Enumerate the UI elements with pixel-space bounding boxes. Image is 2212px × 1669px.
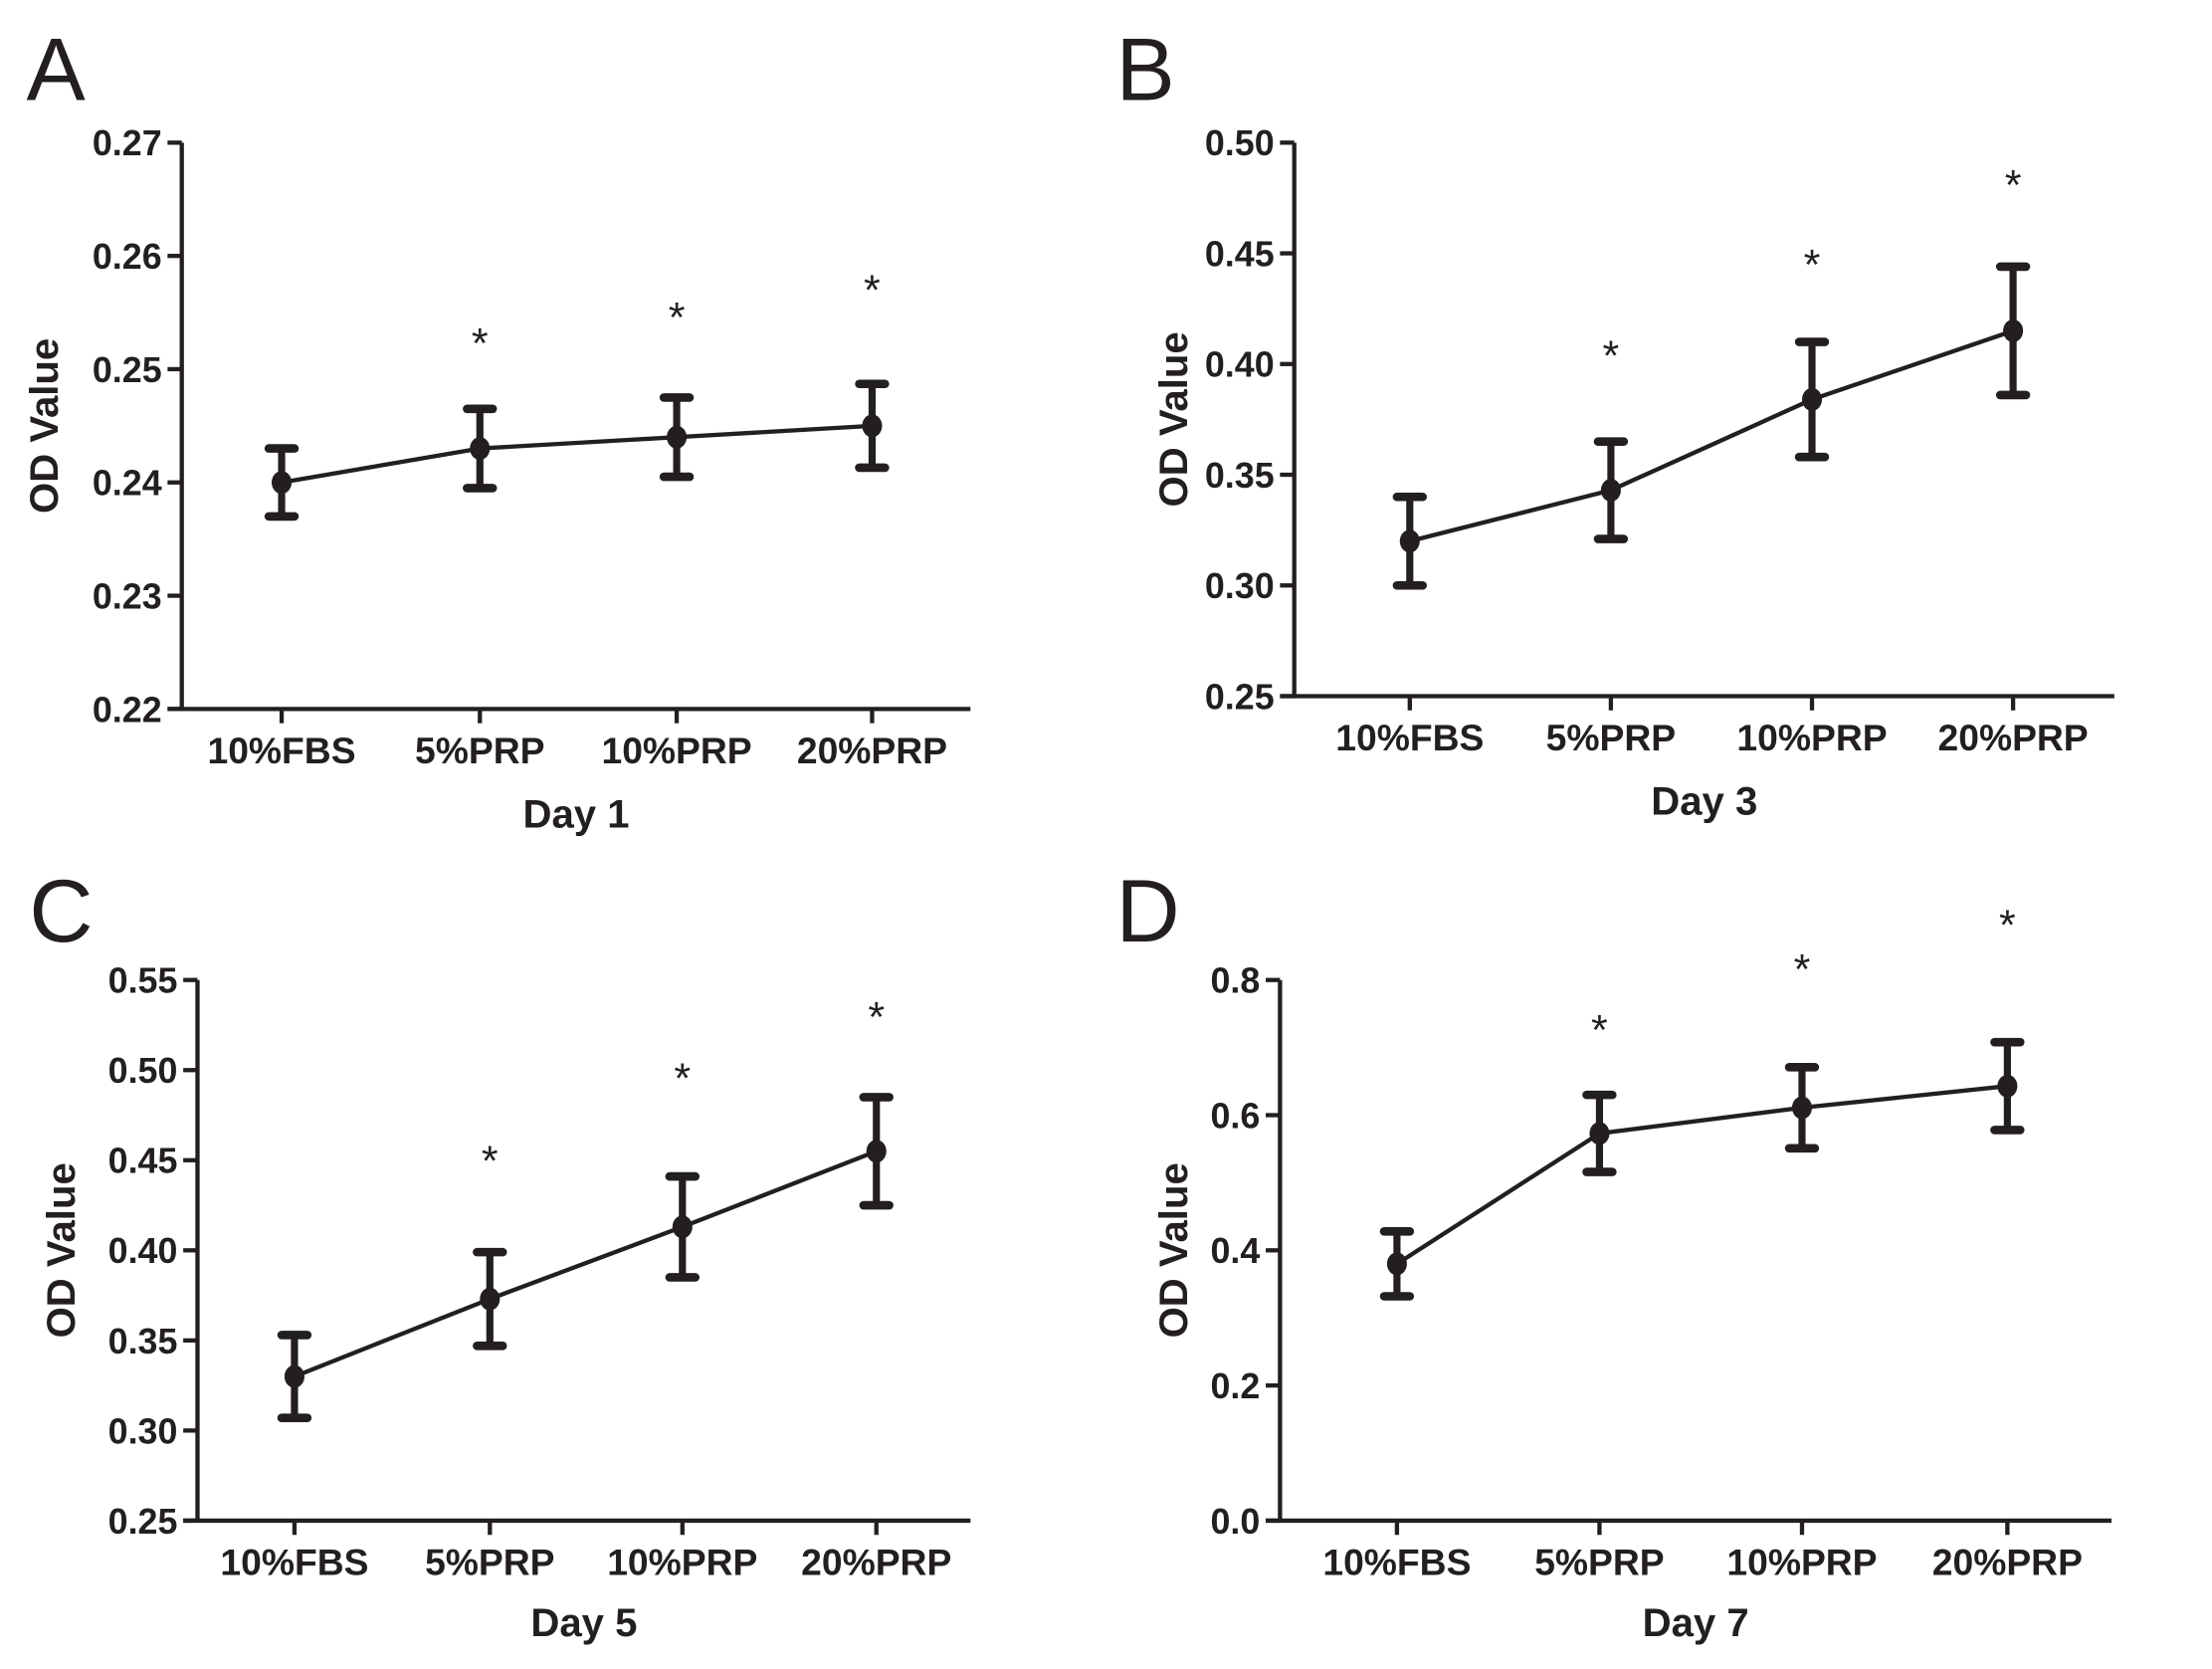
data-point <box>2003 318 2024 342</box>
significance-marker: * <box>2005 162 2022 210</box>
y-tick-label: 0.8 <box>1210 961 1260 1001</box>
series-line <box>1395 1084 2008 1266</box>
y-tick-label: 0.27 <box>93 123 162 163</box>
significance-marker: * <box>864 267 881 314</box>
y-axis-label: OD Value <box>1151 1162 1196 1338</box>
data-point <box>1600 479 1621 503</box>
x-tick-label: 5%PRP <box>1546 717 1676 758</box>
data-point <box>672 1215 693 1239</box>
x-axis-label: Day 1 <box>522 791 629 836</box>
x-tick-label: 20%PRP <box>801 1541 951 1582</box>
x-tick-label: 20%PRP <box>1938 717 2089 758</box>
panel-d: D 0.0 0.2 0.4 0.6 0.8 OD Value Day 7 10%FBS 5%PRP… <box>1116 862 2111 1645</box>
significance-marker: * <box>1591 1006 1608 1054</box>
y-tick-label: 0.26 <box>93 237 162 277</box>
panel-b: B 0.25 0.30 0.35 0.40 0.45 0.50 OD Value Day 3 10… <box>1116 20 2114 823</box>
significance-marker: * <box>482 1138 499 1185</box>
x-tick-label: 5%PRP <box>415 730 544 771</box>
x-tick-label: 10%PRP <box>1736 717 1887 758</box>
y-tick-label: 0.40 <box>108 1231 178 1271</box>
x-tick-label: 10%PRP <box>601 730 751 771</box>
significance-marker: * <box>1603 332 1620 380</box>
data-point <box>272 471 293 495</box>
x-axis-label: Day 3 <box>1651 778 1757 823</box>
x-tick-label: 5%PRP <box>425 1541 554 1582</box>
y-tick-label: 0.25 <box>93 350 162 390</box>
y-tick-label: 0.6 <box>1210 1096 1260 1136</box>
y-tick-label: 0.23 <box>93 576 162 616</box>
y-tick-label: 0.22 <box>93 690 162 730</box>
significance-marker: * <box>472 320 489 368</box>
data-point <box>667 425 688 449</box>
data-point <box>862 414 883 438</box>
series-line <box>294 1148 878 1379</box>
significance-marker: * <box>1804 242 1821 290</box>
y-tick-label: 0.2 <box>1210 1366 1260 1406</box>
panel-letter: B <box>1116 20 1175 118</box>
panel-letter: D <box>1116 862 1180 960</box>
x-tick-label: 10%FBS <box>208 730 356 771</box>
significance-marker: * <box>669 295 686 342</box>
x-tick-label: 5%PRP <box>1534 1541 1664 1582</box>
data-point <box>1399 529 1420 553</box>
x-tick-label: 10%FBS <box>220 1541 368 1582</box>
data-point <box>1801 387 1823 411</box>
y-tick-label: 0.50 <box>1205 123 1275 163</box>
y-tick-label: 0.24 <box>93 464 162 504</box>
x-tick-label: 10%PRP <box>607 1541 757 1582</box>
significance-marker: * <box>1999 902 2016 949</box>
panel-letter: C <box>29 862 93 960</box>
data-point <box>284 1364 304 1388</box>
y-tick-label: 0.4 <box>1210 1231 1260 1271</box>
data-point <box>1589 1122 1610 1146</box>
y-tick-label: 0.55 <box>108 961 178 1001</box>
y-tick-label: 0.35 <box>1205 456 1275 496</box>
y-tick-label: 0.45 <box>108 1142 178 1181</box>
data-point <box>1791 1096 1812 1120</box>
x-tick-label: 20%PRP <box>797 730 947 771</box>
x-axis-label: Day 7 <box>1643 1600 1749 1645</box>
y-axis-label: OD Value <box>1151 331 1196 507</box>
panel-c: C 0.25 0.30 0.35 0.40 0.45 0.50 0.55 OD Value Day… <box>29 862 971 1645</box>
data-point <box>1386 1252 1407 1276</box>
significance-marker: * <box>1794 945 1811 993</box>
y-tick-label: 0.40 <box>1205 345 1275 385</box>
series-line <box>281 423 873 485</box>
x-tick-label: 10%FBS <box>1335 717 1484 758</box>
y-axis-label: OD Value <box>39 1162 84 1338</box>
y-axis-label: OD Value <box>22 338 67 514</box>
data-point <box>866 1140 887 1163</box>
x-axis-label: Day 5 <box>530 1600 637 1645</box>
panel-letter: A <box>26 20 86 118</box>
y-tick-label: 0.30 <box>108 1411 178 1451</box>
y-tick-label: 0.0 <box>1210 1502 1260 1542</box>
x-tick-label: 10%FBS <box>1322 1541 1471 1582</box>
y-tick-label: 0.25 <box>108 1502 178 1542</box>
significance-marker: * <box>868 993 885 1041</box>
y-tick-label: 0.35 <box>108 1322 178 1361</box>
y-tick-label: 0.30 <box>1205 566 1275 606</box>
panel-a: A 0.22 0.23 0.24 0.25 0.26 0.27 OD Value Day 1 10… <box>22 20 971 836</box>
y-tick-label: 0.25 <box>1205 677 1275 717</box>
significance-marker: * <box>674 1055 691 1103</box>
x-tick-label: 20%PRP <box>1932 1541 2083 1582</box>
y-tick-label: 0.50 <box>108 1051 178 1091</box>
data-point <box>470 437 491 461</box>
data-point <box>1997 1074 2018 1098</box>
data-point <box>480 1287 501 1311</box>
x-tick-label: 10%PRP <box>1726 1541 1877 1582</box>
series-line <box>1409 328 2014 543</box>
y-tick-label: 0.45 <box>1205 234 1275 274</box>
